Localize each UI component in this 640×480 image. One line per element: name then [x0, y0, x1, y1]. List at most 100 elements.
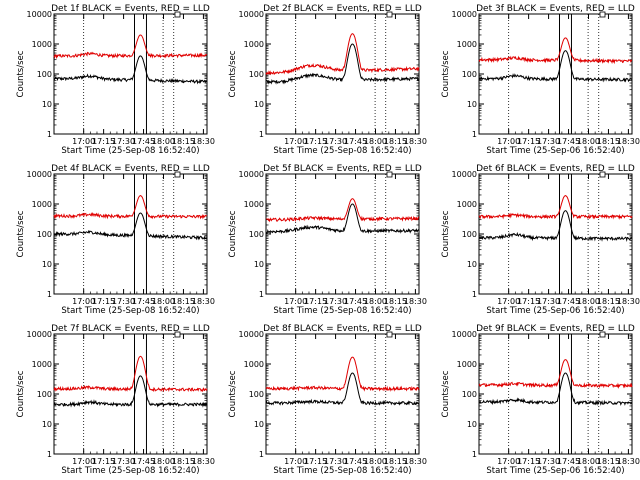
- x-tick-label: 18:30: [192, 137, 215, 146]
- x-tick-label: 17:30: [112, 457, 135, 466]
- x-tick-label: 17:15: [304, 297, 327, 306]
- x-tick-label: 18:15: [172, 137, 195, 146]
- y-tick-label: 10000: [27, 330, 52, 339]
- x-tick-label: 18:00: [152, 457, 175, 466]
- marker-box: [174, 331, 181, 338]
- x-tick-label: 18:30: [617, 137, 640, 146]
- x-tick-label: 17:30: [112, 137, 135, 146]
- panel-det-4f: Det 4f BLACK = Events, RED = LLD 1 10 100 10…: [16, 164, 215, 316]
- panel-det-3f: Det 3f BLACK = Events, RED = LLD 1 10 100 10…: [441, 4, 640, 156]
- lld-series-line: [478, 359, 633, 390]
- y-tick-label: 1000: [32, 360, 52, 369]
- x-axis-label: Start Time (25-Sep-06 16:52:40): [486, 466, 624, 476]
- x-tick-label: 17:30: [324, 457, 347, 466]
- marker-box: [174, 11, 181, 18]
- panel-det-5f: Det 5f BLACK = Events, RED = LLD 1 10 100 10…: [228, 164, 427, 316]
- x-tick-label: 18:30: [192, 297, 215, 306]
- panel-title: Det 2f BLACK = Events, RED = LLD: [263, 4, 422, 14]
- panel-det-8f: Det 8f BLACK = Events, RED = LLD 1 10 100 10…: [228, 324, 427, 476]
- x-tick-label: 17:15: [517, 457, 540, 466]
- panel-title: Det 7f BLACK = Events, RED = LLD: [51, 324, 210, 334]
- y-tick-label: 10000: [452, 330, 477, 339]
- y-tick-label: 1: [259, 290, 264, 299]
- y-tick-label: 100: [249, 390, 264, 399]
- y-axis-label: Counts/sec: [16, 370, 26, 417]
- x-tick-label: 17:30: [537, 297, 560, 306]
- y-tick-label: 1: [472, 450, 477, 459]
- x-tick-label: 18:15: [597, 297, 620, 306]
- y-tick-label: 10: [42, 420, 52, 429]
- y-axis-label: Counts/sec: [441, 210, 451, 257]
- lld-series-line: [478, 195, 633, 220]
- panel-det-7f: Det 7f BLACK = Events, RED = LLD 1 10 100 10…: [16, 324, 215, 476]
- y-tick-label: 10: [254, 420, 264, 429]
- x-axis-label: Start Time (25-Sep-06 16:52:40): [486, 306, 624, 316]
- x-tick-label: 17:15: [92, 137, 115, 146]
- x-tick-label: 17:00: [72, 297, 95, 306]
- marker-box: [599, 171, 606, 178]
- y-tick-label: 1: [472, 290, 477, 299]
- y-tick-label: 10000: [27, 10, 52, 19]
- x-tick-label: 17:15: [517, 137, 540, 146]
- panel-det-1f: Det 1f BLACK = Events, RED = LLD 1 10 100 10…: [16, 4, 215, 156]
- x-tick-label: 18:00: [577, 457, 600, 466]
- plot-frame: [478, 173, 633, 295]
- x-axis-label: Start Time (25-Sep-08 16:52:40): [273, 146, 411, 156]
- x-axis-label: Start Time (25-Sep-08 16:52:40): [273, 466, 411, 476]
- y-axis-label: Counts/sec: [228, 210, 238, 257]
- y-tick-label: 1: [47, 450, 52, 459]
- y-tick-label: 10000: [239, 330, 264, 339]
- x-tick-label: 18:00: [152, 297, 175, 306]
- x-tick-label: 17:45: [132, 297, 155, 306]
- y-tick-label: 10: [42, 260, 52, 269]
- x-tick-label: 17:00: [497, 137, 520, 146]
- x-tick-label: 18:00: [364, 457, 387, 466]
- events-series-line: [265, 203, 420, 235]
- x-tick-label: 17:00: [72, 137, 95, 146]
- y-tick-label: 10: [254, 100, 264, 109]
- x-tick-label: 18:15: [597, 137, 620, 146]
- y-tick-label: 100: [37, 230, 52, 239]
- x-tick-label: 17:00: [284, 297, 307, 306]
- panel-title: Det 9f BLACK = Events, RED = LLD: [476, 324, 635, 334]
- y-tick-label: 100: [249, 70, 264, 79]
- x-tick-label: 17:45: [344, 297, 367, 306]
- panel-title: Det 6f BLACK = Events, RED = LLD: [476, 164, 635, 174]
- y-tick-label: 100: [462, 70, 477, 79]
- x-tick-label: 17:30: [537, 457, 560, 466]
- panel-det-9f: Det 9f BLACK = Events, RED = LLD 1 10 100 10…: [441, 324, 640, 476]
- x-tick-label: 17:00: [284, 457, 307, 466]
- y-tick-label: 100: [462, 390, 477, 399]
- x-tick-label: 18:15: [172, 457, 195, 466]
- marker-box: [174, 171, 181, 178]
- y-tick-label: 100: [37, 70, 52, 79]
- panel-title: Det 4f BLACK = Events, RED = LLD: [51, 164, 210, 174]
- x-tick-label: 18:15: [384, 137, 407, 146]
- x-tick-label: 17:45: [344, 457, 367, 466]
- y-tick-label: 1000: [244, 360, 264, 369]
- events-series-line: [53, 55, 208, 85]
- marker-box: [599, 331, 606, 338]
- events-series-line: [265, 372, 420, 406]
- x-tick-label: 17:45: [132, 137, 155, 146]
- panel-det-6f: Det 6f BLACK = Events, RED = LLD 1 10 100 10…: [441, 164, 640, 316]
- events-series-line: [53, 375, 208, 408]
- x-tick-label: 18:30: [192, 457, 215, 466]
- x-tick-label: 18:15: [597, 457, 620, 466]
- marker-box: [386, 171, 393, 178]
- x-tick-label: 18:00: [364, 297, 387, 306]
- y-tick-label: 10000: [452, 10, 477, 19]
- marker-box: [386, 11, 393, 18]
- marker-box: [386, 331, 393, 338]
- x-tick-label: 17:45: [344, 137, 367, 146]
- y-axis-label: Counts/sec: [16, 210, 26, 257]
- x-axis-label: Start Time (25-Sep-08 16:52:40): [61, 146, 199, 156]
- x-tick-label: 17:45: [132, 457, 155, 466]
- y-tick-label: 1: [259, 450, 264, 459]
- y-tick-label: 10000: [27, 170, 52, 179]
- events-series-line: [478, 50, 633, 83]
- x-tick-label: 18:00: [152, 137, 175, 146]
- y-tick-label: 10: [467, 260, 477, 269]
- x-tick-label: 17:15: [304, 457, 327, 466]
